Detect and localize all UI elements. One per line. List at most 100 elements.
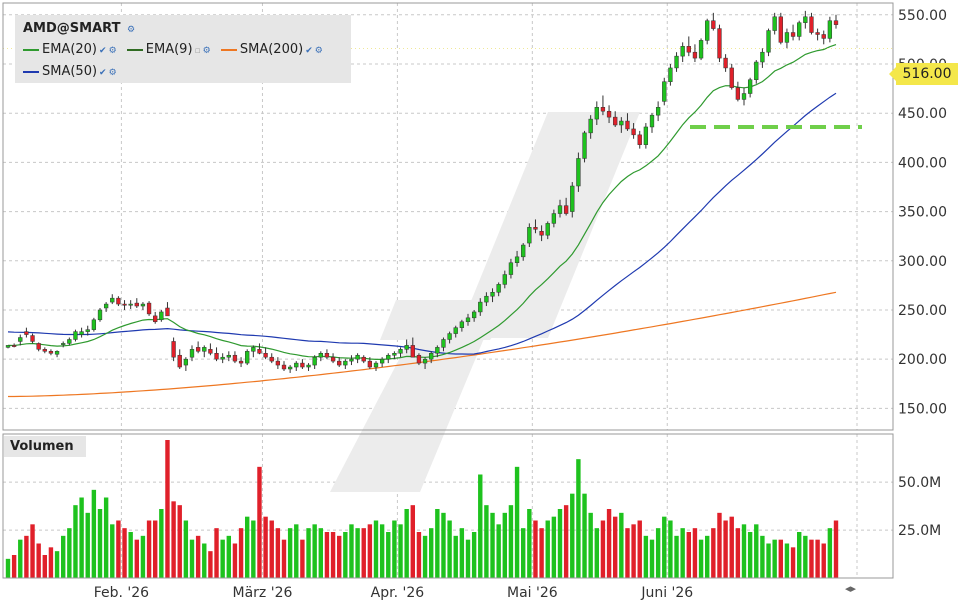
volume-bar — [330, 532, 336, 578]
volume-bar — [202, 543, 207, 578]
price-tick-label: 250.00 — [898, 303, 947, 319]
candle-body — [502, 274, 507, 285]
candle-body — [435, 347, 440, 354]
candle-body — [48, 351, 54, 354]
volume-bar — [545, 520, 550, 578]
settings-icon[interactable]: ⚙ — [202, 46, 211, 56]
candle-body — [300, 362, 305, 368]
settings-icon[interactable]: ⚙ — [314, 46, 323, 56]
legend-row-2: SMA(50) ✔ ⚙ — [23, 64, 123, 79]
indicator-lines — [3, 44, 893, 398]
candle-body — [373, 362, 379, 368]
settings-icon[interactable]: ⚙ — [108, 68, 117, 78]
time-tick-label: Feb. '26 — [94, 585, 149, 600]
time-tick-label: Mai '26 — [507, 585, 558, 600]
candle-body — [349, 358, 354, 362]
volume-bar — [465, 539, 471, 578]
volume-bar — [809, 539, 814, 578]
volume-bar — [680, 528, 685, 578]
candle-body — [294, 362, 299, 368]
candle-body — [343, 360, 348, 366]
candle-body — [110, 297, 115, 303]
candle-body — [67, 339, 72, 344]
volume-bar — [447, 520, 452, 578]
candle-body — [367, 360, 373, 368]
volume-bar — [11, 555, 17, 578]
candle-body — [613, 116, 618, 126]
volume-bar — [441, 512, 446, 578]
price-tick-label: 300.00 — [898, 254, 947, 270]
indicator-legend: AMD@SMART ⚙ EMA(20) ✔ ⚙ EMA(9) ▫ ⚙ SMA(200) ✔… — [15, 15, 351, 83]
candle-body — [312, 356, 317, 366]
candle-body — [557, 205, 563, 214]
volume-bar — [355, 528, 360, 578]
volume-bar — [625, 528, 630, 578]
candle-body — [122, 303, 127, 306]
volume-bar — [514, 466, 520, 578]
volume-bar — [833, 520, 839, 578]
volume-bar — [24, 535, 29, 578]
candle-body — [747, 79, 753, 94]
volume-bar — [379, 524, 385, 578]
candle-body — [54, 351, 60, 355]
volume-bar — [410, 505, 416, 578]
volume-bar — [704, 535, 710, 578]
volume-bars — [5, 440, 839, 578]
volume-bar — [772, 539, 777, 578]
volume-bar — [760, 535, 765, 578]
candle-body — [717, 28, 722, 59]
volume-bar — [386, 532, 391, 578]
candle-body — [24, 331, 29, 335]
candle-body — [324, 353, 330, 358]
legend-ema20[interactable]: EMA(20) ✔ ⚙ — [23, 42, 117, 57]
candle-body — [698, 40, 704, 59]
candle-body — [478, 301, 483, 313]
candles — [5, 10, 839, 373]
volume-bar — [527, 509, 532, 578]
volume-bar — [735, 528, 741, 578]
volume-bar — [116, 520, 121, 578]
scroll-right-icon[interactable]: ◂▸ — [845, 582, 857, 595]
settings-icon[interactable]: ⚙ — [126, 25, 136, 35]
candle-body — [392, 353, 397, 356]
check-icon[interactable]: ✔ — [99, 46, 107, 56]
candle-body — [754, 61, 759, 80]
volume-bar — [134, 539, 140, 578]
candle-body — [73, 331, 78, 340]
legend-sma200[interactable]: SMA(200) ✔ ⚙ — [220, 42, 323, 57]
volume-bar — [275, 528, 281, 578]
volume-bar — [251, 520, 256, 578]
candle-body — [545, 223, 550, 236]
candle-body — [386, 354, 391, 360]
volume-bar — [539, 528, 544, 578]
volume-bar — [60, 535, 66, 578]
check-icon[interactable]: ✔ — [305, 46, 313, 56]
volume-tick-label: 50.0M — [898, 475, 941, 491]
legend-sma50[interactable]: SMA(50) ✔ ⚙ — [23, 64, 117, 79]
candle-body — [153, 315, 158, 323]
candle-body — [692, 51, 698, 59]
volume-bar — [18, 539, 23, 578]
volume-bar — [453, 535, 458, 578]
candle-body — [649, 114, 655, 128]
candle-body — [833, 20, 839, 25]
candle-body — [269, 356, 274, 362]
check-icon[interactable]: ✔ — [99, 68, 107, 78]
candle-body — [379, 358, 385, 364]
settings-icon[interactable]: ⚙ — [108, 46, 117, 56]
volume-bar — [306, 528, 311, 578]
legend-ema9[interactable]: EMA(9) ▫ ⚙ — [126, 42, 211, 57]
check-icon[interactable]: ▫ — [194, 46, 201, 56]
volume-bar — [30, 524, 35, 578]
legend-symbol[interactable]: AMD@SMART ⚙ — [23, 21, 135, 36]
volume-bar — [269, 520, 274, 578]
volume-bar — [600, 520, 606, 578]
candle-body — [306, 364, 311, 368]
candle-body — [668, 67, 673, 82]
candle-body — [11, 345, 17, 347]
ema20-line — [7, 44, 837, 360]
sma200-line — [8, 291, 837, 398]
volume-bar — [502, 512, 508, 578]
